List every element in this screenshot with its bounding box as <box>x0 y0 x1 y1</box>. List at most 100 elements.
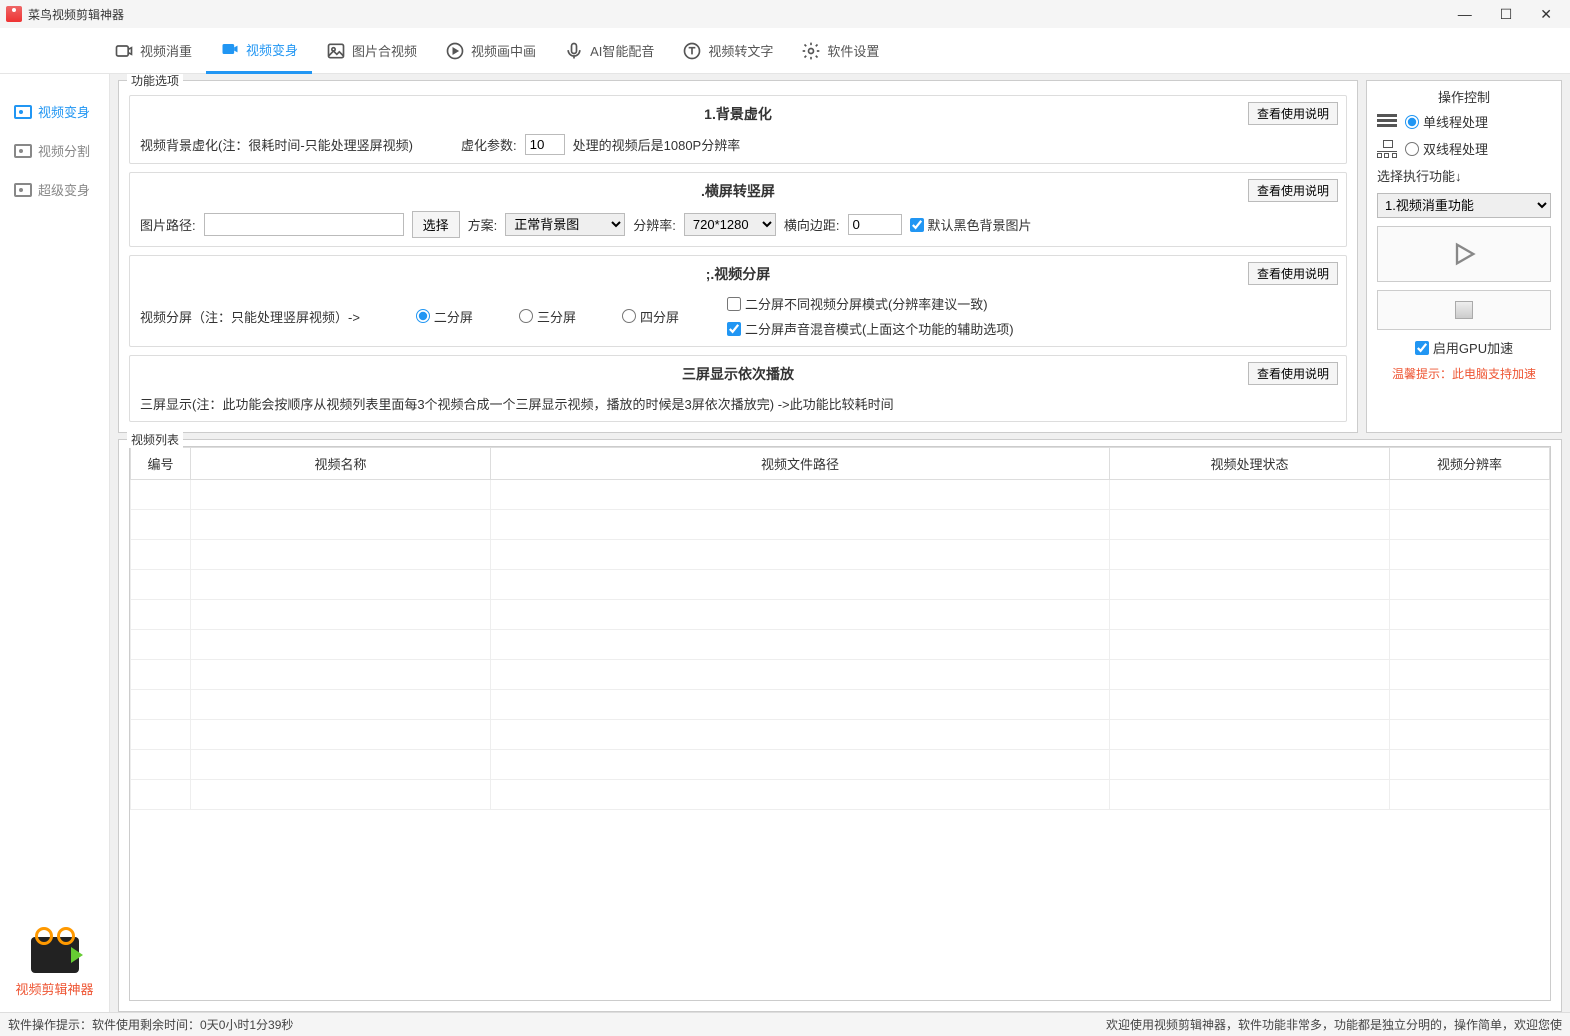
table-row[interactable] <box>131 720 1550 750</box>
split-desc: 视频分屏（注：只能处理竖屏视频）-> <box>140 307 360 326</box>
table-header: 视频文件路径 <box>491 448 1110 480</box>
single-thread-icon <box>1377 114 1397 130</box>
table-row[interactable] <box>131 540 1550 570</box>
section-triple-screen: 查看使用说明 三屏显示依次播放 三屏显示(注：此功能会按顺序从视频列表里面每3个… <box>129 355 1347 422</box>
help-button[interactable]: 查看使用说明 <box>1248 102 1338 125</box>
table-row[interactable] <box>131 690 1550 720</box>
table-row[interactable] <box>131 630 1550 660</box>
status-bar: 软件操作提示： 软件使用剩余时间：0天0小时1分39秒 欢迎使用视频剪辑神器，软… <box>0 1012 1570 1036</box>
section-landscape-to-portrait: 查看使用说明 .横屏转竖屏 图片路径: 选择 方案: 正常背景图 分辨率: 72… <box>129 172 1347 247</box>
help-button[interactable]: 查看使用说明 <box>1248 362 1338 385</box>
table-header: 视频名称 <box>191 448 491 480</box>
function-select[interactable]: 1.视频消重功能 <box>1377 193 1551 218</box>
status-left-text: 软件使用剩余时间：0天0小时1分39秒 <box>92 1016 293 1033</box>
tab-label: 视频画中画 <box>471 41 536 60</box>
table-row[interactable] <box>131 600 1550 630</box>
play-button[interactable] <box>1377 226 1551 282</box>
dual-thread-radio[interactable]: 双线程处理 <box>1405 139 1488 158</box>
blur-suffix: 处理的视频后是1080P分辨率 <box>573 135 741 154</box>
blur-param-input[interactable] <box>525 134 565 155</box>
section-title: 1.背景虚化 <box>140 104 1336 124</box>
tab-video-to-text[interactable]: 视频转文字 <box>668 28 787 74</box>
gpu-checkbox[interactable]: 启用GPU加速 <box>1377 338 1551 357</box>
video-icon <box>14 144 32 158</box>
resolution-select[interactable]: 720*1280 <box>684 213 776 236</box>
tab-label: 图片合视频 <box>352 41 417 60</box>
video-icon <box>14 105 32 119</box>
select-func-label: 选择执行功能↓ <box>1377 166 1551 185</box>
logo-text: 视频剪辑神器 <box>0 979 109 998</box>
app-title: 菜鸟视频剪辑神器 <box>28 6 124 23</box>
titlebar: 菜鸟视频剪辑神器 — ☐ ✕ <box>0 0 1570 28</box>
tab-label: 软件设置 <box>827 41 879 60</box>
tab-pip[interactable]: 视频画中画 <box>431 28 550 74</box>
table-row[interactable] <box>131 570 1550 600</box>
mix-audio-check[interactable]: 二分屏声音混音模式(上面这个功能的辅助选项) <box>727 319 1014 338</box>
tab-settings[interactable]: 软件设置 <box>787 28 893 74</box>
tab-ai-voice[interactable]: AI智能配音 <box>550 28 668 74</box>
video-icon <box>14 183 32 197</box>
tab-label: 视频消重 <box>140 41 192 60</box>
tab-video-dedup[interactable]: 视频消重 <box>100 28 206 74</box>
image-icon <box>326 41 346 61</box>
gear-icon <box>801 41 821 61</box>
table-row[interactable] <box>131 750 1550 780</box>
top-nav: 视频消重 视频变身 图片合视频 视频画中画 AI智能配音 视频转文字 软件设置 <box>0 28 1570 74</box>
table-header: 视频处理状态 <box>1110 448 1390 480</box>
status-left-label: 软件操作提示： <box>8 1016 92 1033</box>
video-table: 编号视频名称视频文件路径视频处理状态视频分辨率 <box>130 447 1550 810</box>
options-title: 功能选项 <box>127 74 183 89</box>
options-fieldset: 功能选项 查看使用说明 1.背景虚化 视频背景虚化(注：很耗时间-只能处理竖屏视… <box>118 80 1358 433</box>
table-header: 视频分辨率 <box>1390 448 1550 480</box>
stop-button[interactable] <box>1377 290 1551 330</box>
table-row[interactable] <box>131 480 1550 510</box>
minimize-icon[interactable]: — <box>1458 6 1472 23</box>
diff-video-check[interactable]: 二分屏不同视频分屏模式(分辨率建议一致) <box>727 294 1014 313</box>
video-list-fieldset: 视频列表 编号视频名称视频文件路径视频处理状态视频分辨率 <box>118 439 1562 1012</box>
app-icon <box>6 6 22 22</box>
table-row[interactable] <box>131 510 1550 540</box>
section-title: ;.视频分屏 <box>140 264 1336 284</box>
section-title: 三屏显示依次播放 <box>140 364 1336 384</box>
tab-label: AI智能配音 <box>590 41 654 60</box>
margin-label: 横向边距: <box>784 215 840 234</box>
choose-button[interactable]: 选择 <box>412 211 460 238</box>
sidebar-item-split[interactable]: 视频分割 <box>0 131 109 170</box>
tab-image-to-video[interactable]: 图片合视频 <box>312 28 431 74</box>
help-button[interactable]: 查看使用说明 <box>1248 179 1338 202</box>
table-header: 编号 <box>131 448 191 480</box>
sidebar-logo: 视频剪辑神器 <box>0 927 109 1012</box>
single-thread-radio[interactable]: 单线程处理 <box>1405 112 1488 131</box>
film-icon <box>445 41 465 61</box>
blur-desc: 视频背景虚化(注：很耗时间-只能处理竖屏视频) <box>140 135 413 154</box>
plan-label: 方案: <box>468 215 498 234</box>
control-panel: 操作控制 单线程处理 双线程处理 选择执行功能↓ 1.视频消重功能 <box>1366 80 1562 433</box>
table-row[interactable] <box>131 660 1550 690</box>
param-label: 虚化参数: <box>461 135 517 154</box>
table-row[interactable] <box>131 780 1550 810</box>
image-path-input[interactable] <box>204 213 404 236</box>
split-3-radio[interactable]: 三分屏 <box>519 307 576 326</box>
tab-label: 视频转文字 <box>708 41 773 60</box>
close-icon[interactable]: ✕ <box>1540 6 1552 23</box>
mic-icon <box>564 41 584 61</box>
stop-icon <box>1455 301 1473 319</box>
help-button[interactable]: 查看使用说明 <box>1248 262 1338 285</box>
plan-select[interactable]: 正常背景图 <box>505 213 625 236</box>
sidebar-item-super[interactable]: 超级变身 <box>0 170 109 209</box>
default-black-check[interactable]: 默认黑色背景图片 <box>910 215 1032 234</box>
status-right-text: 欢迎使用视频剪辑神器，软件功能非常多，功能都是独立分明的，操作简单，欢迎您使 <box>1106 1016 1562 1033</box>
split-4-radio[interactable]: 四分屏 <box>622 307 679 326</box>
tab-video-transform[interactable]: 视频变身 <box>206 28 312 74</box>
margin-input[interactable] <box>848 214 902 235</box>
path-label: 图片路径: <box>140 215 196 234</box>
split-2-radio[interactable]: 二分屏 <box>416 307 473 326</box>
dual-thread-icon <box>1377 140 1397 158</box>
maximize-icon[interactable]: ☐ <box>1500 6 1513 23</box>
sidebar-item-label: 视频变身 <box>38 102 90 121</box>
gpu-tip: 温馨提示：此电脑支持加速 <box>1377 365 1551 382</box>
control-title: 操作控制 <box>1377 87 1551 106</box>
sidebar: 视频变身 视频分割 超级变身 视频剪辑神器 <box>0 74 110 1012</box>
text-icon <box>682 41 702 61</box>
sidebar-item-transform[interactable]: 视频变身 <box>0 92 109 131</box>
